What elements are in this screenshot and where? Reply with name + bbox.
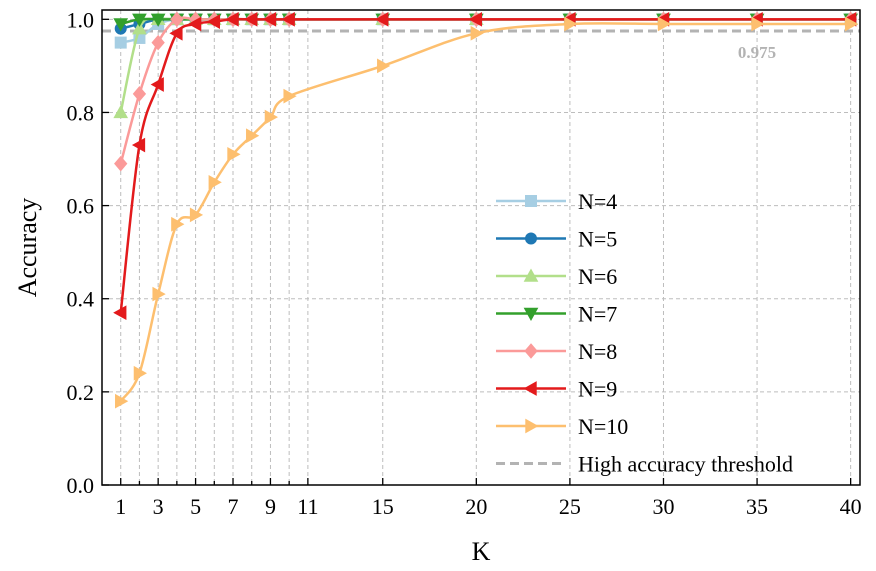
data-point-n-6 xyxy=(132,21,147,35)
legend-marker-n-5 xyxy=(525,232,537,245)
data-point-n-10 xyxy=(657,16,672,32)
legend-label-threshold: High accuracy threshold xyxy=(578,452,793,477)
series-line-n-6 xyxy=(119,17,851,113)
x-tick-label: 20 xyxy=(465,494,487,519)
legend-marker-n-6 xyxy=(523,268,539,282)
x-tick-label: 35 xyxy=(746,494,768,519)
data-point-n-10 xyxy=(751,16,765,32)
legend-label-n-10: N=10 xyxy=(578,414,628,439)
data-point-n-10 xyxy=(189,207,204,223)
series-line-n-10 xyxy=(119,22,851,402)
data-point-n-8 xyxy=(170,11,184,28)
data-point-n-10 xyxy=(564,16,578,32)
x-tick-label: 25 xyxy=(559,494,581,519)
series-n-10 xyxy=(115,16,859,409)
grid-lines xyxy=(102,10,860,486)
legend-marker-n-4 xyxy=(525,195,537,207)
x-tick-label: 9 xyxy=(265,494,276,519)
data-point-n-10 xyxy=(377,58,391,74)
data-point-n-10 xyxy=(208,174,222,190)
data-point-n-9 xyxy=(188,16,202,32)
y-tick-label: 0.8 xyxy=(67,100,95,125)
y-tick-label: 0.0 xyxy=(67,473,95,498)
legend-label-n-8: N=8 xyxy=(578,339,617,364)
x-tick-label: 3 xyxy=(153,494,164,519)
legend-label-n-7: N=7 xyxy=(578,302,617,327)
data-point-n-6 xyxy=(113,104,129,119)
data-point-n-10 xyxy=(152,286,166,302)
legend-label-n-6: N=6 xyxy=(578,264,617,289)
data-point-n-10 xyxy=(133,365,147,381)
x-tick-label: 30 xyxy=(652,494,674,519)
data-point-n-10 xyxy=(171,216,185,232)
legend-marker-n-10 xyxy=(525,418,539,434)
y-tick-label: 1.0 xyxy=(67,7,95,32)
data-point-n-9 xyxy=(206,14,220,29)
series-line-n-8 xyxy=(119,16,851,164)
legend-label-n-4: N=4 xyxy=(578,189,617,214)
data-point-n-10 xyxy=(246,128,260,144)
x-tick-label: 5 xyxy=(190,494,201,519)
series-n-7 xyxy=(113,13,858,32)
data-point-n-9 xyxy=(169,25,183,41)
data-point-n-7 xyxy=(132,13,147,27)
x-tick-label: 7 xyxy=(228,494,239,519)
legend-marker-n-8 xyxy=(524,343,538,359)
data-point-n-9 xyxy=(225,11,239,27)
data-point-n-9 xyxy=(150,77,164,92)
data-point-n-9 xyxy=(468,11,483,27)
data-point-n-9 xyxy=(131,137,146,153)
data-point-n-10 xyxy=(227,147,241,162)
data-point-n-9 xyxy=(375,11,389,27)
x-tick-label: 1 xyxy=(115,494,126,519)
series-line-n-9 xyxy=(119,17,851,313)
data-point-n-10 xyxy=(844,16,859,32)
data-point-n-9 xyxy=(262,11,277,27)
series-n-8 xyxy=(114,11,858,172)
data-point-n-9 xyxy=(281,11,295,27)
y-tick-label: 0.6 xyxy=(67,194,95,219)
data-point-n-8 xyxy=(114,155,128,172)
axis-tick-labels: 1 3 5 7 9 11 15 20 25 30 35 400.00.20.40.60.81.0 xyxy=(67,7,862,519)
data-point-n-10 xyxy=(283,88,297,104)
threshold-value-label: 0.975 xyxy=(738,43,776,62)
x-axis-title: K xyxy=(472,537,491,566)
y-tick-label: 0.2 xyxy=(67,380,95,405)
x-tick-label: 40 xyxy=(840,494,862,519)
x-tick-label: 15 xyxy=(372,494,394,519)
data-point-n-8 xyxy=(151,34,165,51)
data-point-n-7 xyxy=(150,13,166,27)
y-tick-label: 0.4 xyxy=(67,287,95,312)
data-point-n-10 xyxy=(470,25,484,41)
legend-marker-n-7 xyxy=(523,307,539,322)
axis-ticks xyxy=(102,18,852,486)
legend: N=4 N=5 N=6 N=7 N=8 N=9 N=10 High accuracy thre… xyxy=(496,189,793,477)
legend-label-n-5: N=5 xyxy=(578,227,617,252)
data-point-n-8 xyxy=(132,86,147,102)
data-point-n-4 xyxy=(114,36,127,49)
threshold-layer: 0.975 xyxy=(102,29,860,62)
data-point-n-9 xyxy=(113,305,127,321)
series-layer xyxy=(113,11,859,409)
plot-frame xyxy=(101,9,861,486)
x-tick-label: 11 xyxy=(297,494,318,519)
y-axis-title: Accuracy xyxy=(13,198,42,298)
data-point-n-10 xyxy=(115,393,129,409)
data-point-n-9 xyxy=(244,11,258,27)
legend-label-n-9: N=9 xyxy=(578,377,617,402)
data-point-n-10 xyxy=(264,109,278,125)
series-n-6 xyxy=(113,11,858,119)
legend-marker-n-9 xyxy=(523,381,537,396)
data-point-n-7 xyxy=(113,18,129,32)
